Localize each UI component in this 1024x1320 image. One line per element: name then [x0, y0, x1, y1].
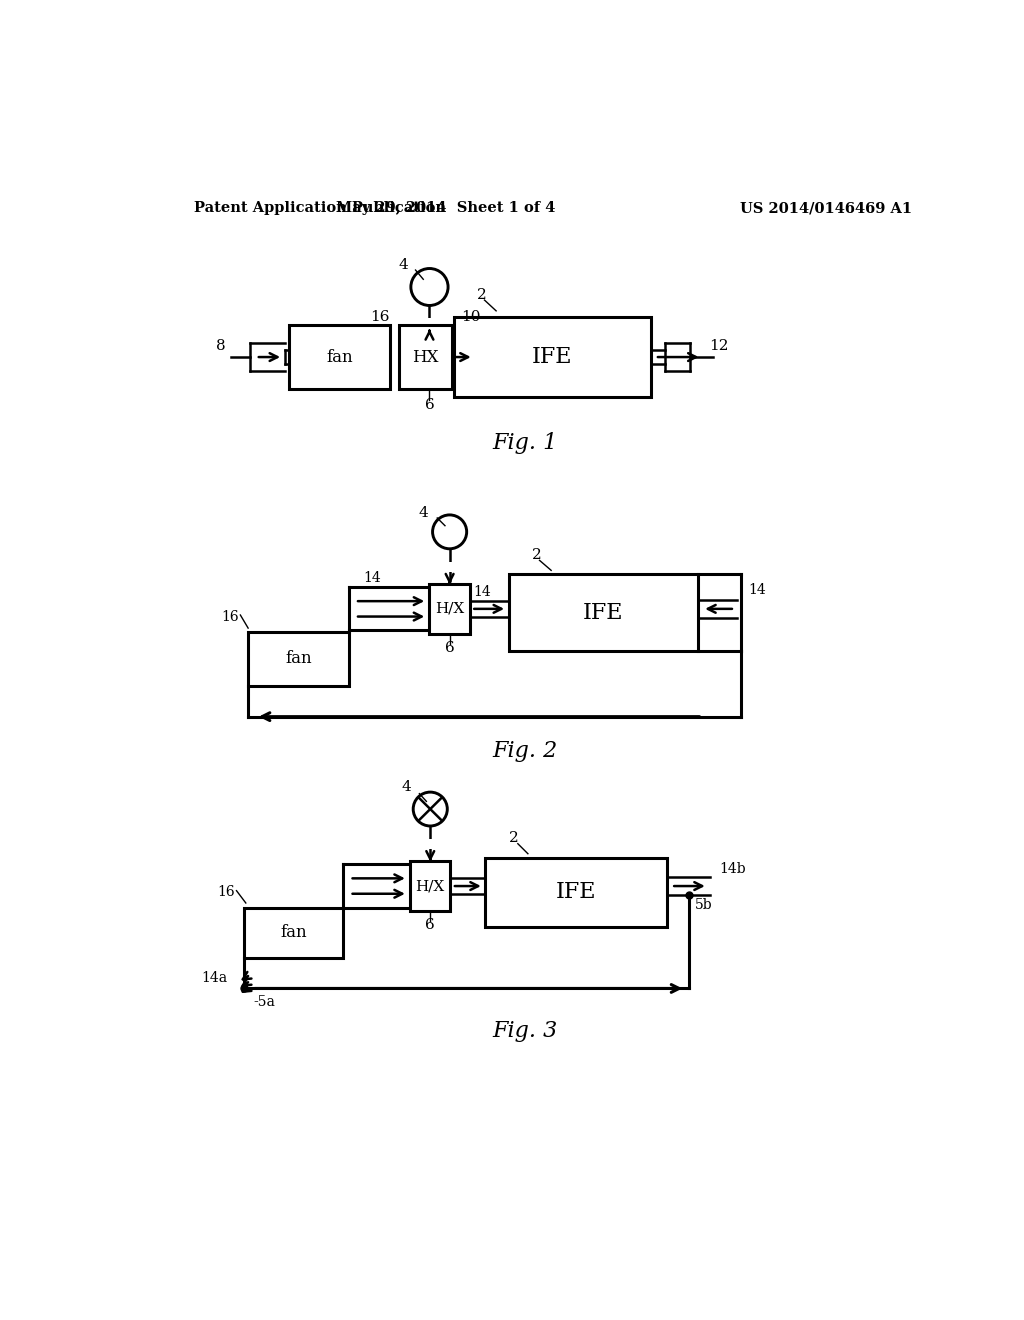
Text: IFE: IFE [556, 882, 597, 903]
Text: 8: 8 [216, 339, 226, 354]
Bar [509, 574, 698, 651]
Bar [454, 317, 651, 397]
Bar [289, 325, 390, 389]
Text: 2: 2 [531, 548, 542, 562]
Text: 6: 6 [425, 397, 434, 412]
Text: 6: 6 [425, 919, 435, 932]
Text: US 2014/0146469 A1: US 2014/0146469 A1 [740, 202, 912, 215]
Text: HX: HX [413, 348, 439, 366]
Text: 4: 4 [398, 257, 408, 272]
Text: 14: 14 [749, 582, 767, 597]
Text: H/X: H/X [435, 602, 464, 616]
Bar [399, 325, 452, 389]
Text: IFE: IFE [532, 346, 572, 368]
Text: 4: 4 [418, 506, 428, 520]
Text: H/X: H/X [416, 879, 444, 894]
Text: -5a: -5a [254, 995, 275, 1010]
Text: 14: 14 [364, 572, 381, 585]
Text: 6: 6 [444, 642, 455, 655]
Text: 2: 2 [509, 832, 518, 845]
Text: 16: 16 [371, 310, 390, 323]
Text: May 29, 2014  Sheet 1 of 4: May 29, 2014 Sheet 1 of 4 [336, 202, 555, 215]
Text: fan: fan [286, 651, 312, 668]
Text: fan: fan [281, 924, 307, 941]
Text: 16: 16 [217, 886, 234, 899]
Bar [245, 908, 343, 958]
Text: 12: 12 [710, 338, 729, 352]
Bar [248, 632, 349, 686]
Bar [410, 862, 451, 911]
Text: Fig. 2: Fig. 2 [493, 741, 557, 763]
Bar [429, 585, 470, 635]
Text: 14a: 14a [201, 970, 227, 985]
Text: 14: 14 [474, 585, 492, 599]
Text: 2: 2 [477, 289, 486, 302]
Text: 10: 10 [461, 310, 480, 323]
Text: Patent Application Publication: Patent Application Publication [194, 202, 445, 215]
Text: fan: fan [327, 348, 353, 366]
Text: 14b: 14b [719, 862, 745, 876]
Text: IFE: IFE [584, 602, 624, 624]
Text: 16: 16 [221, 610, 239, 623]
Text: 4: 4 [401, 780, 411, 795]
Text: Fig. 1: Fig. 1 [493, 433, 557, 454]
Text: 5b: 5b [695, 898, 713, 912]
Bar [485, 858, 668, 927]
Text: Fig. 3: Fig. 3 [493, 1020, 557, 1041]
